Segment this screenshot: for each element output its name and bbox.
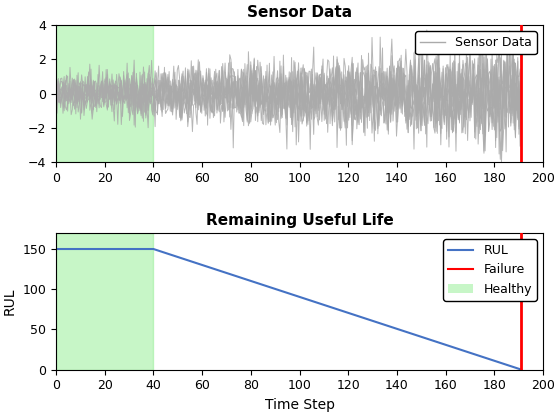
Y-axis label: RUL: RUL xyxy=(3,288,17,315)
Legend: RUL, Failure, Healthy: RUL, Failure, Healthy xyxy=(444,239,537,301)
Legend: Sensor Data: Sensor Data xyxy=(415,32,537,55)
Title: Remaining Useful Life: Remaining Useful Life xyxy=(206,213,394,228)
X-axis label: Time Step: Time Step xyxy=(264,398,334,412)
Bar xyxy=(56,25,153,162)
Title: Sensor Data: Sensor Data xyxy=(247,5,352,20)
Bar xyxy=(56,233,153,370)
